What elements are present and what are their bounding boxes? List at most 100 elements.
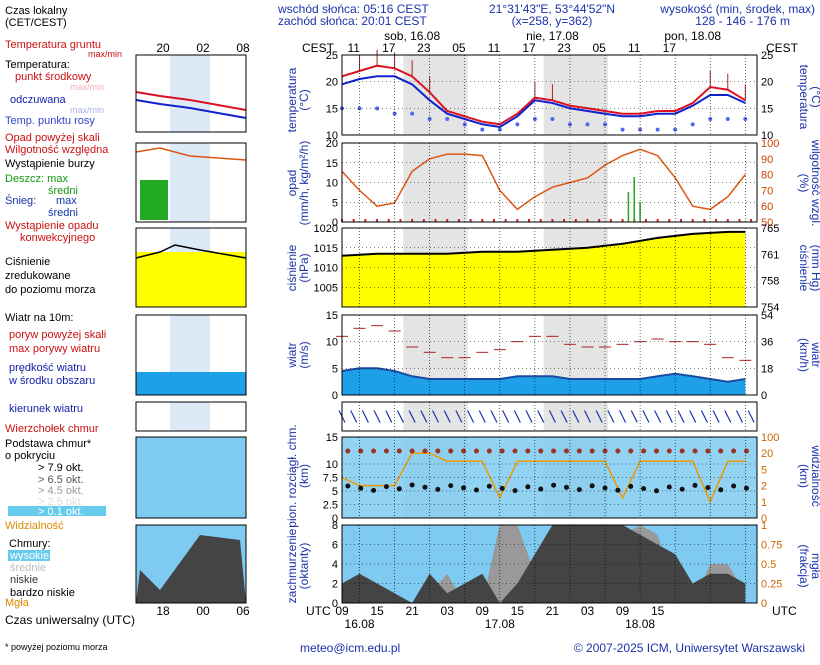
- low-cloud-area: [342, 525, 746, 603]
- legend-okt45: > 4.5 okt.: [38, 485, 84, 497]
- fog-label: mgła: [809, 553, 820, 579]
- legend-wind-speed: prędkość wiatru: [9, 362, 86, 374]
- wind-direction-arrow: [735, 410, 744, 423]
- precip-marker: [387, 219, 390, 222]
- cloud-base-marker: [666, 484, 672, 490]
- top-hour-label: 11: [347, 41, 360, 55]
- precip-marker: [457, 219, 460, 222]
- cloud-top-marker: [679, 448, 685, 454]
- top-hour-label: 05: [452, 41, 466, 55]
- legend-rain: Deszcz: max: [5, 173, 68, 185]
- utc-label-left: UTC: [306, 604, 331, 618]
- right-tick-label: 2: [761, 481, 767, 493]
- legend-utc-title: Czas uniwersalny (UTC): [5, 613, 135, 627]
- legend-okt65: > 6.5 okt.: [38, 474, 84, 486]
- right-tick-label: 50: [761, 217, 773, 229]
- precip-marker: [726, 219, 729, 222]
- cloud-top-marker: [692, 448, 698, 454]
- legend-okt25: > 2.5 okt.: [38, 496, 84, 508]
- legend-local-tick: 20: [156, 41, 170, 55]
- cloud-base-marker: [461, 485, 467, 491]
- sunrise-text: wschód słońca: 05:16 CEST: [277, 2, 429, 16]
- right-tick-label: 0: [761, 598, 767, 610]
- legend-pressure-line: [135, 244, 247, 259]
- wind-direction-arrow: [548, 410, 556, 423]
- bottom-hour-label: 09: [616, 604, 630, 618]
- left-tick-label: 2.5: [323, 500, 338, 512]
- legend-humidity-line: [135, 147, 247, 161]
- cloud-base-marker: [641, 486, 647, 492]
- wind-direction-arrow: [361, 410, 369, 423]
- right-tick-label: 1: [761, 520, 767, 532]
- dew-point-marker: [357, 106, 362, 111]
- legend-local-time-zone: (CET/CEST): [5, 17, 67, 29]
- wind-panel-frame: [341, 314, 758, 396]
- wind-direction-arrow: [712, 410, 720, 423]
- cloud-top-marker: [551, 448, 557, 454]
- wind-direction-arrow: [420, 410, 428, 423]
- legend-rain-bars: [140, 180, 168, 220]
- precip-marker: [621, 219, 624, 222]
- left-tick-label: 25: [326, 50, 338, 62]
- legend-snow: Śnieg:: [5, 194, 36, 207]
- legend-wind-dir: kierunek wiatru: [9, 403, 83, 415]
- bottom-day-label: 18.08: [625, 617, 655, 631]
- cloud-base-marker: [358, 485, 364, 491]
- legend-wind-area: [136, 372, 246, 395]
- legend-gust-max: max porywy wiatru: [9, 343, 100, 355]
- temperature-line: [341, 64, 746, 126]
- bottom-hour-label: 03: [581, 604, 595, 618]
- right-tick-label: 100: [761, 432, 779, 444]
- cloud-top-marker: [731, 448, 737, 454]
- precip-marker: [446, 219, 449, 222]
- legend-okt01: > 0.1 okt.: [38, 506, 84, 518]
- legend-pressure-area: [136, 252, 246, 307]
- cloud-top-marker: [499, 448, 505, 454]
- right-tick-label: 18: [761, 363, 773, 375]
- legend-cloud-base: Podstawa chmur*: [5, 438, 92, 450]
- right-tick-label: 54: [761, 310, 773, 322]
- right-tick-label: 0.5: [761, 559, 776, 571]
- dew-point-marker: [445, 117, 450, 121]
- wind-direction-arrow: [431, 410, 440, 423]
- dew-point-marker: [585, 122, 590, 127]
- cloud-base-marker: [705, 485, 711, 491]
- visibility-line: [341, 452, 746, 504]
- precip-marker: [574, 219, 577, 222]
- footnote: * powyżej poziomu morza: [5, 642, 108, 652]
- temp-label-left: temperatura: [285, 67, 299, 132]
- precip-marker: [563, 219, 566, 222]
- wind-direction-arrow: [385, 410, 393, 423]
- right-tick-label: 36: [761, 337, 773, 349]
- cloud-top-marker: [563, 448, 569, 454]
- bottom-day-label: 16.08: [345, 617, 375, 631]
- cloud-base-marker: [486, 483, 492, 489]
- legend-pressure: Ciśnienie: [5, 256, 50, 268]
- top-day-label: nie, 17.08: [526, 29, 579, 43]
- cloud-extent-label: pion. rozciągł. chm.: [285, 424, 299, 527]
- wind-direction-arrow: [350, 410, 358, 423]
- wind-label-left: wiatr: [285, 342, 299, 368]
- dew-point-marker: [655, 127, 660, 132]
- bottom-hour-label: 09: [476, 604, 490, 618]
- legend-convective2: konwekcyjnego: [20, 232, 95, 244]
- cloud-top-marker: [641, 448, 647, 454]
- cloud-base-marker: [563, 484, 569, 490]
- utc-label-right: UTC: [772, 604, 797, 618]
- cloud-base-marker: [589, 483, 595, 489]
- cloud-base-marker: [422, 484, 428, 490]
- top-hour-label: 17: [522, 41, 536, 55]
- cloud-top-marker: [525, 448, 531, 454]
- precip-marker: [516, 219, 519, 222]
- cloud-top-marker: [461, 448, 467, 454]
- wind-direction-arrow: [478, 410, 486, 423]
- legend-okt79: > 7.9 okt.: [38, 462, 84, 474]
- cloud-top-marker: [422, 448, 428, 454]
- cloud-top-marker: [371, 448, 377, 454]
- wind-direction-arrow: [724, 410, 732, 423]
- visibility-label: widzialność: [809, 444, 820, 506]
- legend-cl-vlow: bardzo niskie: [10, 587, 75, 599]
- footer-email[interactable]: meteo@icm.edu.pl: [300, 641, 400, 655]
- legend-storm: Wystąpienie burzy: [5, 158, 95, 170]
